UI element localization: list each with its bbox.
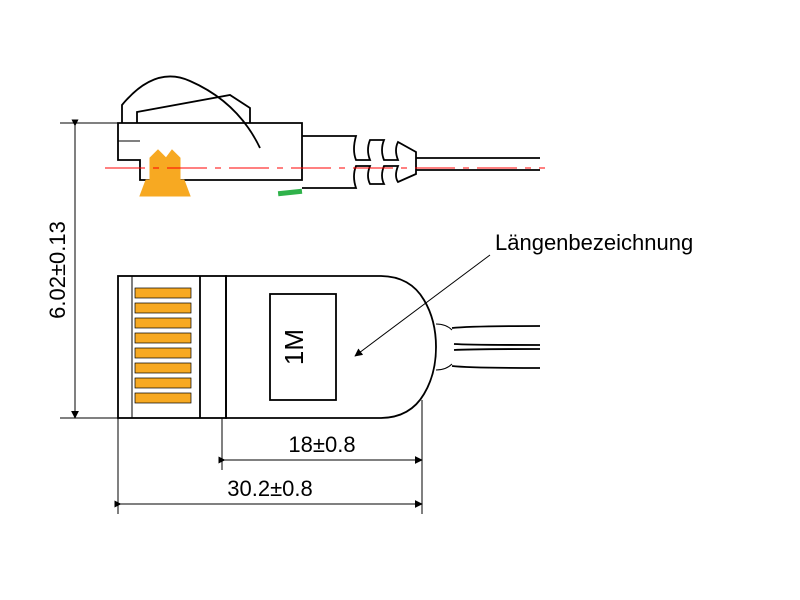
- callout-text: Längenbezeichnung: [495, 230, 693, 255]
- cable-top-d: [452, 366, 540, 368]
- top-view: 1M: [118, 276, 540, 418]
- contact-side: [140, 150, 190, 196]
- callout-leader: [355, 255, 490, 356]
- dim-height-text: 6.02±0.13: [45, 221, 70, 319]
- cable-top-a: [452, 326, 540, 328]
- boot-side: [302, 136, 416, 188]
- length-label-text: 1M: [279, 329, 309, 365]
- dimensions: 6.02±0.13 18±0.8 30.2±0.8: [45, 123, 422, 514]
- dim-total-text: 30.2±0.8: [227, 476, 312, 501]
- callout: Längenbezeichnung: [355, 230, 693, 356]
- contacts-top: [135, 288, 191, 403]
- cable-top-c: [454, 349, 540, 350]
- dim-boot-text: 18±0.8: [288, 432, 355, 457]
- plug-body-side: [118, 123, 302, 180]
- boot-rib-1a: [436, 324, 452, 330]
- clip-protector: [122, 76, 260, 148]
- cable-top-b: [454, 344, 540, 345]
- boot-top: [226, 276, 436, 418]
- side-view: [105, 76, 545, 196]
- green-mark: [278, 189, 302, 196]
- dim-total: 30.2±0.8: [118, 418, 422, 514]
- dim-height: 6.02±0.13: [45, 123, 118, 418]
- boot-rib-1b: [436, 364, 452, 370]
